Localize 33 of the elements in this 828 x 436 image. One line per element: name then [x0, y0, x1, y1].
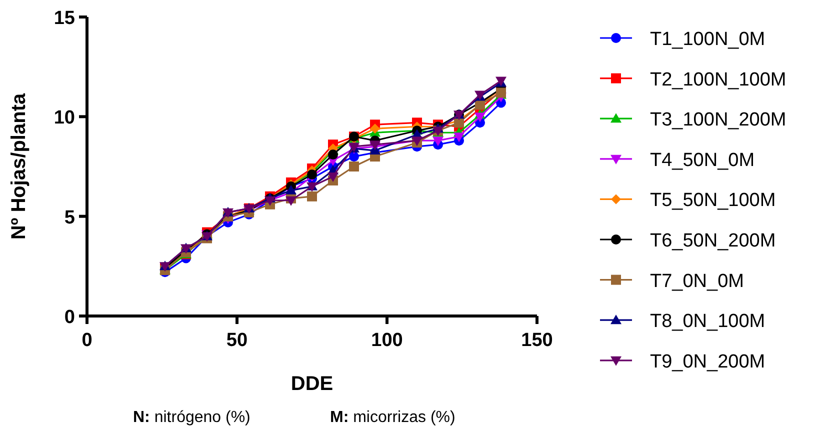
- point: [370, 124, 380, 134]
- point: [328, 172, 338, 182]
- legend-label: T4_50N_0M: [650, 150, 755, 171]
- y-tick-label: 5: [64, 207, 76, 228]
- text: M: micorrizas (%): [330, 409, 456, 426]
- x-tick-label: 0: [82, 330, 92, 351]
- legend-label: T7_0N_0M: [650, 270, 744, 292]
- point: [307, 191, 317, 202]
- point: [307, 169, 317, 180]
- legend-label: T9_0N_200M: [650, 351, 766, 372]
- point: [454, 132, 464, 142]
- x-axis-title: DDE: [290, 373, 334, 395]
- x-tick-label: 50: [226, 330, 248, 351]
- point: [286, 184, 296, 194]
- x-tick-label: 100: [371, 330, 403, 351]
- y-tick-label: 0: [64, 307, 75, 328]
- legend-label: T3_100N_200M: [650, 110, 786, 131]
- text: N: nitrógeno (%): [133, 409, 250, 426]
- legend-label: T2_100N_100M: [650, 69, 786, 90]
- point: [349, 162, 359, 172]
- legend-label: T1_100N_0M: [650, 29, 766, 50]
- point: [286, 196, 296, 206]
- point: [349, 152, 359, 162]
- point: [328, 150, 338, 160]
- legend-label: T5_50N_100M: [650, 190, 776, 212]
- y-tick-label: 15: [54, 8, 76, 29]
- y-tick-label: 10: [54, 108, 75, 129]
- legend-label: T6_50N_200M: [650, 230, 776, 252]
- point: [474, 112, 486, 122]
- point: [432, 136, 444, 146]
- legend-label: T8_0N_100M: [650, 311, 766, 332]
- y-axis-title: Nº Hojas/planta: [8, 92, 30, 240]
- x-tick-label: 150: [521, 330, 553, 351]
